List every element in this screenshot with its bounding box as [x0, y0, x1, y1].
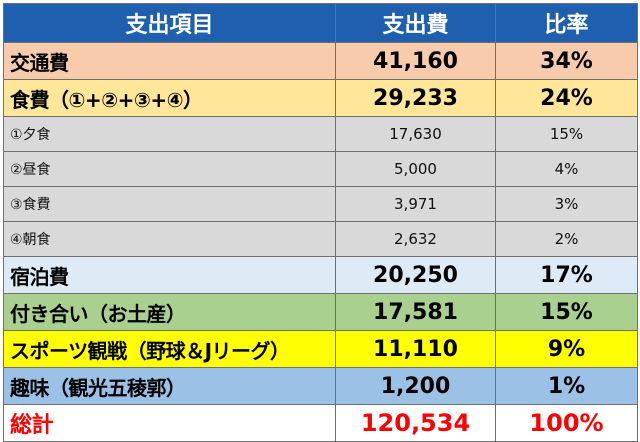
- row-expense: 20,250: [335, 256, 496, 294]
- row-expense: 5,000: [335, 151, 496, 187]
- row-expense: 1,200: [335, 367, 496, 405]
- row-expense: 29,233: [335, 79, 496, 117]
- row-item: ③食費: [3, 186, 336, 222]
- row-ratio: 15%: [495, 293, 638, 331]
- row-item: 趣味（観光五稜郭）: [3, 367, 336, 405]
- row-ratio: 34%: [495, 42, 638, 80]
- header-item: 支出項目: [3, 3, 336, 43]
- table-row-transport: 交通費 41,160 34%: [3, 42, 638, 80]
- row-ratio: 3%: [495, 186, 638, 222]
- row-expense: 41,160: [335, 42, 496, 80]
- header-row: 支出項目 支出費 比率: [3, 3, 638, 43]
- total-item: 総計: [3, 404, 336, 442]
- row-ratio: 2%: [495, 221, 638, 257]
- header-expense: 支出費: [335, 3, 496, 43]
- table-row-souvenirs: 付き合い（お土産） 17,581 15%: [3, 293, 638, 331]
- table-row-lunch: ②昼食 5,000 4%: [3, 151, 638, 187]
- row-item: ④朝食: [3, 221, 336, 257]
- expense-table: 支出項目 支出費 比率 交通費 41,160 34% 食費（①+②+③+④） 2…: [3, 3, 638, 442]
- row-expense: 17,581: [335, 293, 496, 331]
- total-expense: 120,534: [335, 404, 496, 442]
- row-item: ①夕食: [3, 116, 336, 152]
- table-row-lodging: 宿泊費 20,250 17%: [3, 256, 638, 294]
- row-ratio: 9%: [495, 330, 638, 368]
- row-ratio: 24%: [495, 79, 638, 117]
- table-row-total: 総計 120,534 100%: [3, 404, 638, 442]
- row-expense: 3,971: [335, 186, 496, 222]
- table-row-dinner: ①夕食 17,630 15%: [3, 116, 638, 152]
- table-row-hobby: 趣味（観光五稜郭） 1,200 1%: [3, 367, 638, 405]
- table-row-food: 食費（①+②+③+④） 29,233 24%: [3, 79, 638, 117]
- row-item: ②昼食: [3, 151, 336, 187]
- row-expense: 2,632: [335, 221, 496, 257]
- row-ratio: 1%: [495, 367, 638, 405]
- table-row-sports: スポーツ観戦（野球＆Jリーグ） 11,110 9%: [3, 330, 638, 368]
- header-ratio: 比率: [495, 3, 638, 43]
- row-item: 付き合い（お土産）: [3, 293, 336, 331]
- row-expense: 11,110: [335, 330, 496, 368]
- total-ratio: 100%: [495, 404, 638, 442]
- row-ratio: 17%: [495, 256, 638, 294]
- row-item: スポーツ観戦（野球＆Jリーグ）: [3, 330, 336, 368]
- row-expense: 17,630: [335, 116, 496, 152]
- table-row-breakfast: ④朝食 2,632 2%: [3, 221, 638, 257]
- row-ratio: 4%: [495, 151, 638, 187]
- row-ratio: 15%: [495, 116, 638, 152]
- row-item: 宿泊費: [3, 256, 336, 294]
- row-item: 交通費: [3, 42, 336, 80]
- table-row-food-other: ③食費 3,971 3%: [3, 186, 638, 222]
- row-item: 食費（①+②+③+④）: [3, 79, 336, 117]
